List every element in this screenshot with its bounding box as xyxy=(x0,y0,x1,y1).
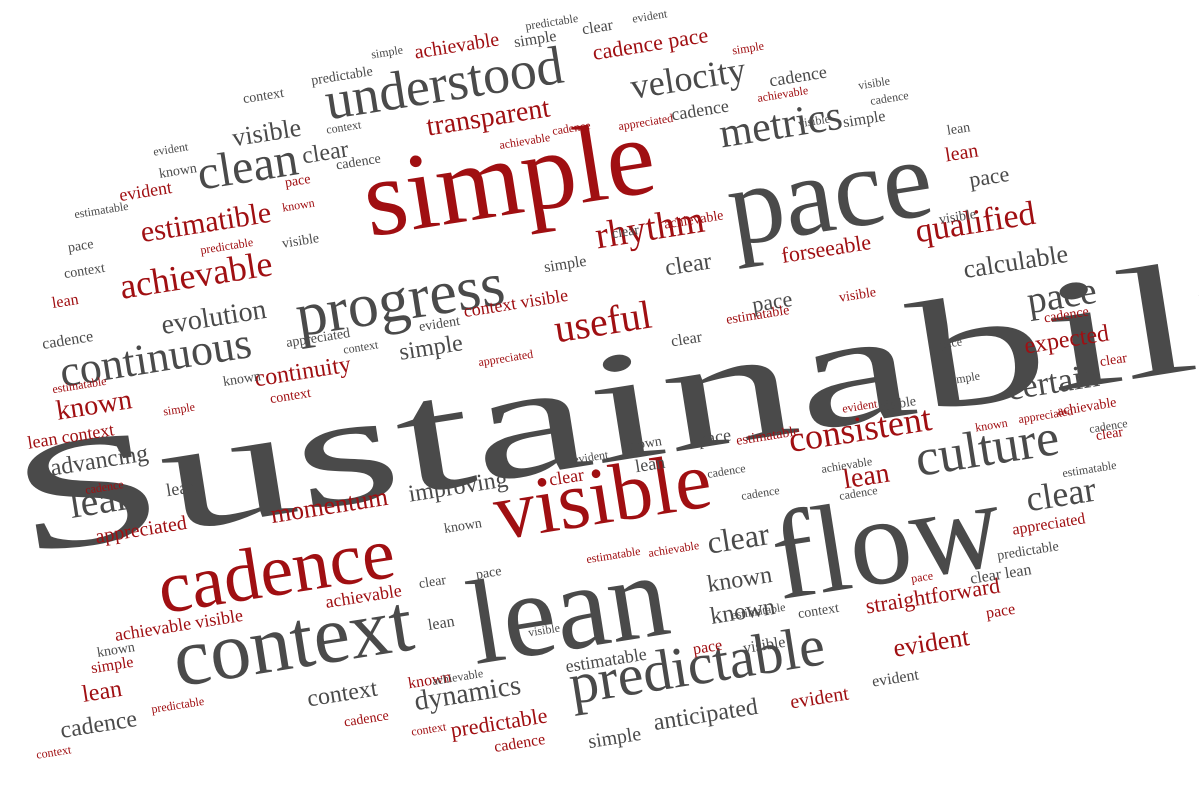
cloud-word: clear xyxy=(1023,468,1099,520)
cloud-word: estimatable xyxy=(1060,457,1117,481)
cloud-word: evident xyxy=(151,139,189,159)
cloud-word: simple xyxy=(370,42,404,62)
cloud-word: context xyxy=(241,85,285,108)
cloud-word: lean xyxy=(942,139,980,167)
cloud-word: simple xyxy=(731,38,765,58)
cloud-word: clear xyxy=(417,572,447,593)
cloud-word: lean xyxy=(80,676,124,708)
cloud-word: predictable xyxy=(523,10,579,34)
cloud-word: context xyxy=(409,719,447,739)
cloud-word: appreciated xyxy=(1011,510,1087,539)
cloud-word: lean xyxy=(633,451,667,477)
cloud-word: evident xyxy=(870,666,920,691)
cloud-word: velocity xyxy=(627,49,749,107)
cloud-word: lean xyxy=(164,475,198,501)
cloud-word: context xyxy=(324,117,362,137)
cloud-word: clear xyxy=(580,16,614,39)
cloud-word: cadence xyxy=(57,706,139,744)
cloud-word: visible xyxy=(857,73,891,93)
cloud-word: cadence xyxy=(868,88,909,108)
cloud-word: context xyxy=(34,742,72,762)
cloud-word: known xyxy=(157,161,198,182)
cloud-word: pace xyxy=(967,161,1011,193)
cloud-word: simple xyxy=(542,252,588,277)
cloud-word: simple xyxy=(586,722,643,754)
cloud-word: known xyxy=(442,516,483,537)
cloud-word: pace xyxy=(910,568,934,586)
cloud-word: predictable xyxy=(149,693,205,717)
cloud-word: cadence xyxy=(342,708,390,731)
cloud-word: visible xyxy=(280,231,320,252)
cloud-word: estimatible xyxy=(138,195,274,250)
cloud-word: estimatable xyxy=(72,198,129,222)
cloud-word: pace xyxy=(984,600,1016,623)
cloud-word: clear xyxy=(547,464,585,490)
cloud-word: pace xyxy=(66,237,95,256)
cloud-word: lean xyxy=(945,120,971,139)
cloud-word: known xyxy=(704,562,774,598)
cloud-word: clear xyxy=(704,515,772,561)
cloud-word: known xyxy=(280,195,316,215)
cloud-word: clear xyxy=(662,248,713,282)
cloud-word: pace xyxy=(283,172,312,191)
cloud-word: predictable xyxy=(996,539,1060,564)
cloud-word: pace xyxy=(696,424,732,450)
cloud-word: evident xyxy=(890,622,971,663)
cloud-word: evident xyxy=(630,6,668,26)
cloud-word: evident xyxy=(788,682,850,714)
cloud-word: cadence xyxy=(492,731,547,756)
cloud-word: pace xyxy=(939,334,963,352)
cloud-word: lean xyxy=(50,291,80,312)
cloud-word: context xyxy=(62,260,106,283)
cloud-word: lean xyxy=(426,613,456,634)
